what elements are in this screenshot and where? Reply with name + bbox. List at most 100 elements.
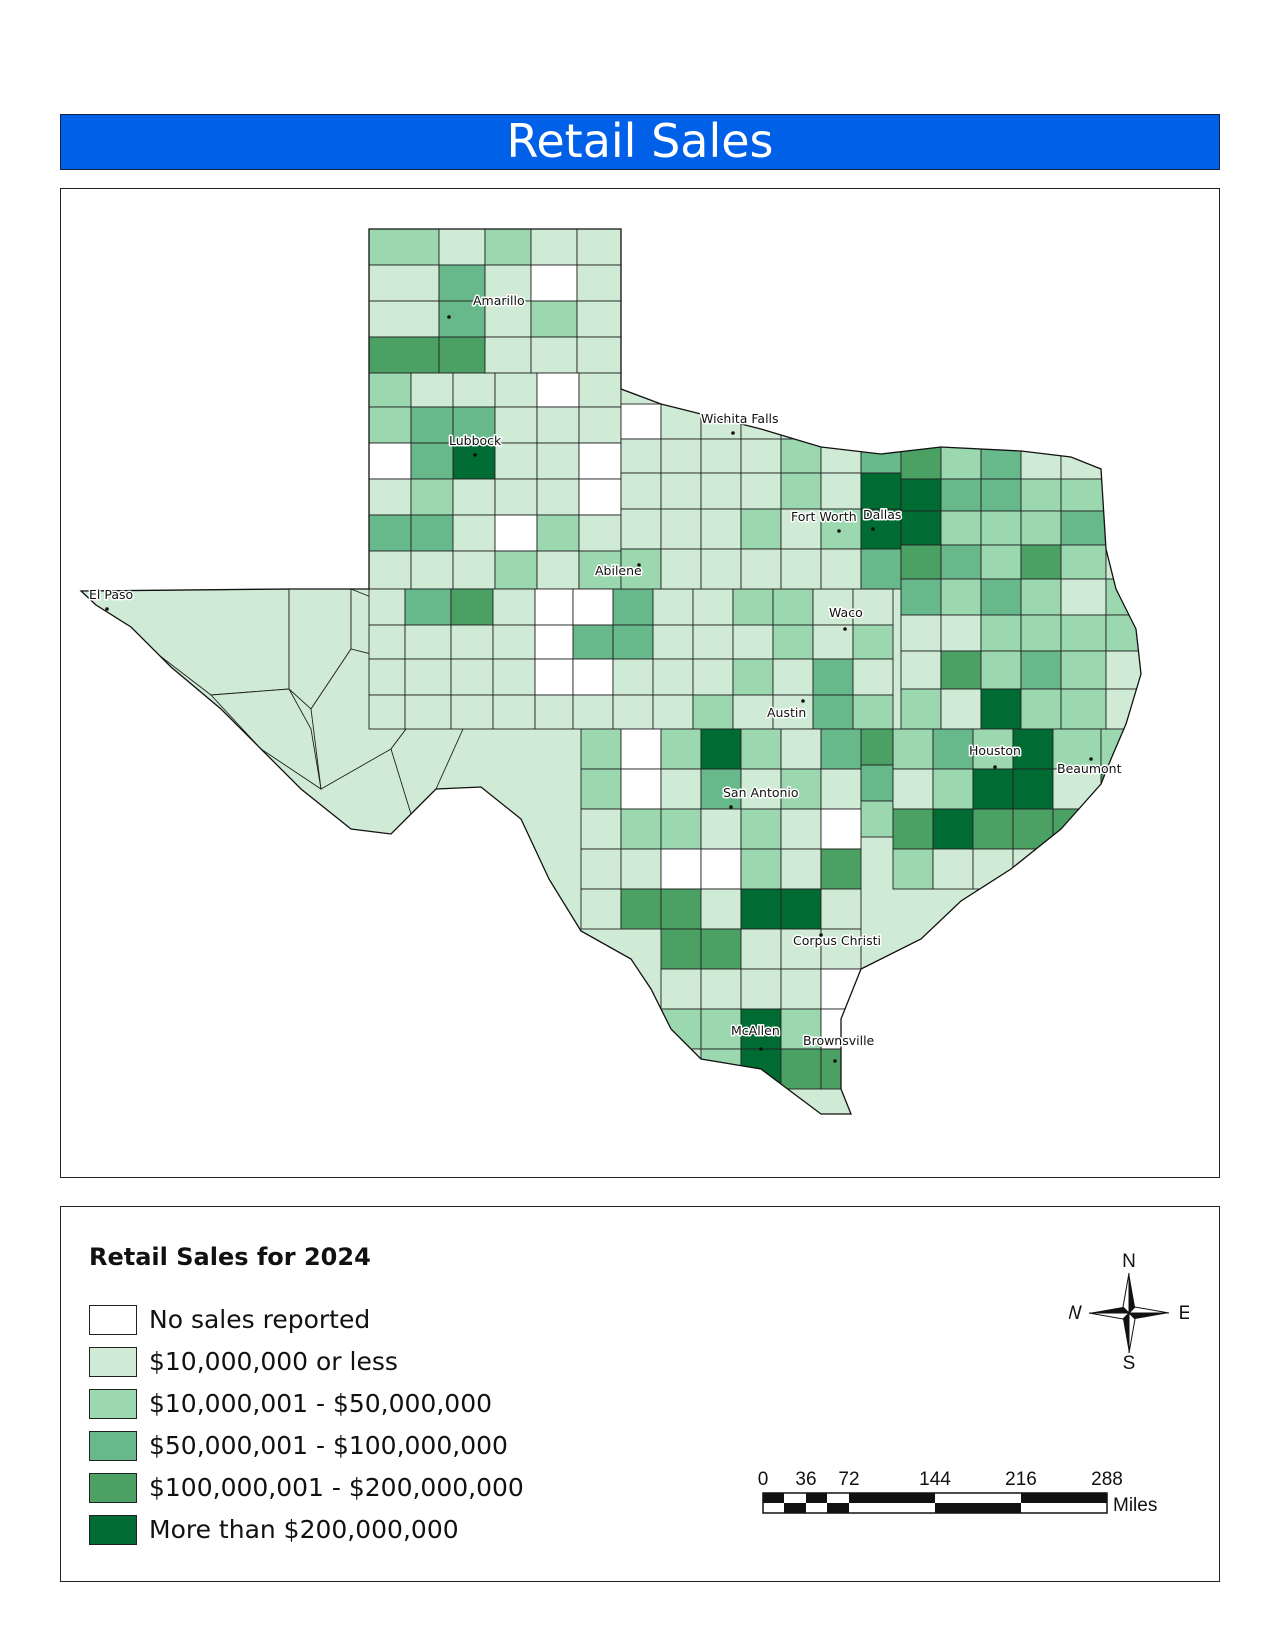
county[interactable] [740,928,782,970]
county[interactable] [452,442,496,480]
county[interactable] [740,728,782,770]
county[interactable] [660,928,702,970]
county[interactable] [1020,688,1062,730]
county[interactable] [1020,614,1062,652]
county[interactable] [892,848,934,890]
county[interactable] [494,372,538,408]
county[interactable] [368,264,440,302]
county[interactable] [772,658,814,696]
county[interactable] [368,336,440,374]
county[interactable] [900,544,942,580]
county[interactable] [368,624,406,660]
county[interactable] [780,888,822,930]
county[interactable] [732,624,774,660]
county[interactable] [700,508,742,550]
county[interactable] [572,624,614,660]
county[interactable] [530,229,578,266]
county[interactable] [692,624,734,660]
county[interactable] [530,300,578,338]
county[interactable] [452,372,496,408]
county[interactable] [972,848,1014,890]
county[interactable] [612,588,654,626]
county[interactable] [484,229,532,266]
county[interactable] [652,694,694,730]
county[interactable] [368,372,412,408]
county[interactable] [780,472,822,510]
county[interactable] [452,406,496,444]
county[interactable] [740,372,782,408]
county[interactable] [580,808,622,850]
county[interactable] [780,1008,822,1050]
county[interactable] [620,548,662,590]
county[interactable] [660,728,702,770]
county[interactable] [820,438,862,474]
county[interactable] [852,624,894,660]
county[interactable] [578,372,622,408]
county[interactable] [660,768,702,810]
county[interactable] [732,694,774,730]
county[interactable] [492,588,536,626]
county[interactable] [438,336,486,374]
county[interactable] [578,478,622,516]
county[interactable] [620,472,662,510]
county[interactable] [1105,510,1141,546]
county[interactable] [620,848,662,890]
county[interactable] [1060,688,1107,730]
county[interactable] [700,548,742,590]
county[interactable] [660,1008,702,1050]
county[interactable] [1060,510,1107,546]
county[interactable] [530,336,578,374]
county[interactable] [576,229,622,266]
county[interactable] [368,588,406,626]
county[interactable] [1012,768,1054,810]
county[interactable] [700,928,742,970]
county[interactable] [980,510,1022,546]
county[interactable] [1052,728,1102,770]
county[interactable] [820,728,862,770]
county[interactable] [740,472,782,510]
county[interactable] [1060,578,1107,616]
county[interactable] [612,624,654,660]
county[interactable] [740,968,782,1010]
county[interactable] [980,614,1022,652]
county[interactable] [700,968,742,1010]
county[interactable] [780,728,822,770]
county[interactable] [660,438,702,474]
county[interactable] [1060,614,1107,652]
county[interactable] [368,658,406,696]
county[interactable] [536,550,580,590]
county[interactable] [572,658,614,696]
county[interactable] [410,550,454,590]
county[interactable] [860,548,902,590]
county[interactable] [660,888,702,930]
county[interactable] [660,372,702,408]
county[interactable] [820,928,862,970]
county[interactable] [980,446,1022,480]
county[interactable] [492,658,536,696]
county[interactable] [660,808,702,850]
county[interactable] [780,548,822,590]
county[interactable] [536,442,580,480]
county[interactable] [932,728,974,770]
county[interactable] [660,848,702,890]
county[interactable] [812,694,854,730]
county[interactable] [492,694,536,730]
county[interactable] [404,658,452,696]
county[interactable] [700,808,742,850]
county[interactable] [620,728,662,770]
county[interactable] [972,768,1014,810]
county[interactable] [1020,544,1062,580]
county[interactable] [740,438,782,474]
county[interactable] [660,548,702,590]
county[interactable] [940,688,982,730]
county[interactable] [450,694,494,730]
county[interactable] [452,514,496,552]
county[interactable] [578,442,622,480]
county[interactable] [578,406,622,444]
county[interactable] [450,658,494,696]
county[interactable] [1020,578,1062,616]
county[interactable] [1105,688,1141,730]
county[interactable] [368,300,440,338]
county[interactable] [368,694,406,730]
county[interactable] [410,372,454,408]
